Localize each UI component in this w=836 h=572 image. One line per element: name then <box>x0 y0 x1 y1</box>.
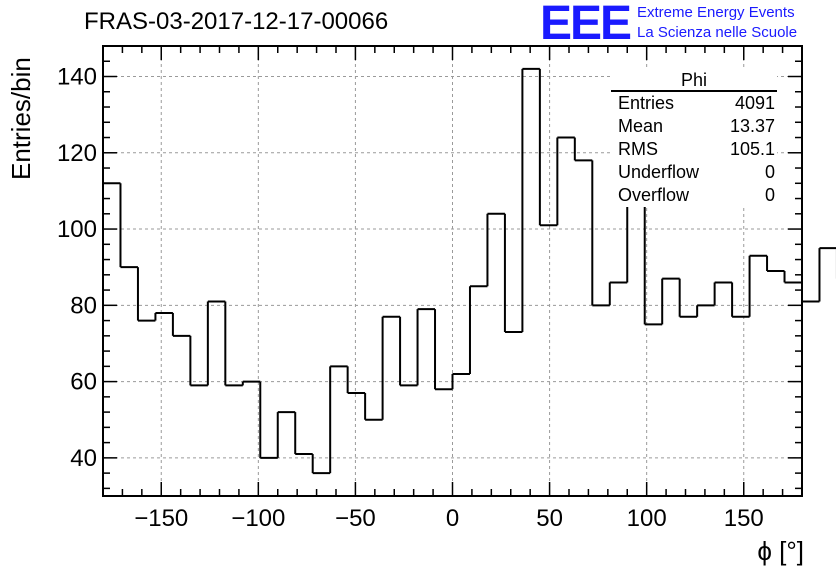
y-axis-label: Entries/bin <box>6 57 36 180</box>
y-tick-label: 40 <box>70 445 97 472</box>
stats-box: Phi Entries 4091 Mean 13.37 RMS 105.1 Un… <box>611 70 777 207</box>
logo-line-1: Extreme Energy Events <box>637 4 795 21</box>
y-tick-label: 140 <box>57 64 97 91</box>
stats-box-title: Phi <box>611 70 777 92</box>
stats-row-rms: RMS 105.1 <box>611 138 777 161</box>
y-tick-label: 100 <box>57 216 97 243</box>
chart-title: FRAS-03-2017-12-17-00066 <box>84 8 389 35</box>
x-tick-label: 100 <box>627 505 667 532</box>
logo-line-2: La Scienza nelle Scuole <box>637 24 798 41</box>
x-tick-label: −150 <box>134 505 188 532</box>
stats-row-underflow: Underflow 0 <box>611 161 777 184</box>
stats-value: 4091 <box>734 93 775 113</box>
stats-label: Overflow <box>618 185 690 205</box>
stats-value: 105.1 <box>729 139 775 159</box>
y-tick-label: 60 <box>70 369 97 396</box>
x-tick-label: 150 <box>724 505 764 532</box>
stats-row-overflow: Overflow 0 <box>611 184 777 207</box>
stats-label: Mean <box>618 116 664 136</box>
eee-logo: EEE <box>540 0 632 50</box>
y-tick-label: 120 <box>57 140 97 167</box>
stats-row-entries: Entries 4091 <box>611 92 777 115</box>
stats-label: Underflow <box>618 162 700 182</box>
stats-label: Entries <box>618 93 675 113</box>
x-tick-label: −100 <box>231 505 285 532</box>
stats-label: RMS <box>618 139 658 159</box>
stats-value: 0 <box>764 185 775 205</box>
x-tick-label: 50 <box>536 505 563 532</box>
stats-row-mean: Mean 13.37 <box>611 115 777 138</box>
x-tick-label: −50 <box>335 505 376 532</box>
stats-value: 0 <box>764 162 775 182</box>
x-axis-label: ϕ [°] <box>757 536 804 566</box>
x-tick-label: 0 <box>446 505 459 532</box>
y-tick-label: 80 <box>70 292 97 319</box>
stats-value: 13.37 <box>729 116 775 136</box>
